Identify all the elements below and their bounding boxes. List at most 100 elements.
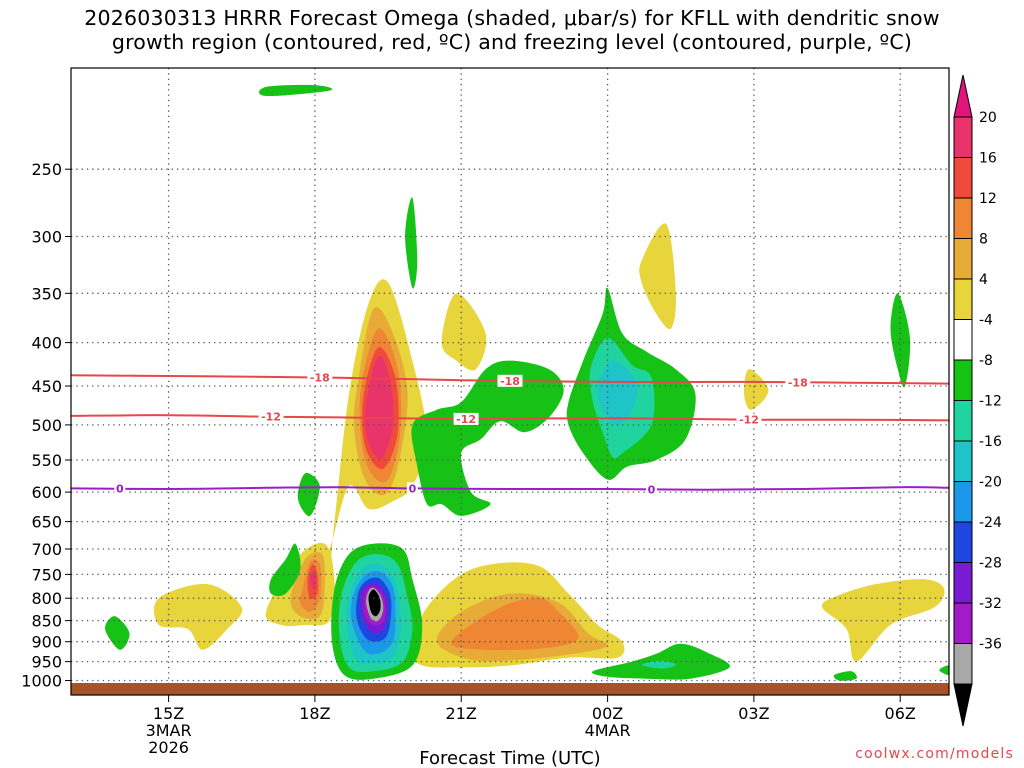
y-axis: 250 300 350 400 450 500 550 600 650 700 750 800 850 9… bbox=[21, 160, 71, 691]
y-tick-label-1000: 1000 bbox=[21, 672, 62, 691]
y-tick-label-550: 550 bbox=[31, 451, 62, 470]
plot-frame bbox=[70, 67, 950, 696]
colorbar-label-10: -24 bbox=[979, 515, 1002, 531]
omega-shading-layer bbox=[105, 84, 949, 681]
contour-label-bg bbox=[453, 412, 479, 425]
colorbar-segment-1 bbox=[953, 157, 973, 199]
colorbar-label-0: 20 bbox=[979, 110, 997, 126]
contour-label-0-2: -18 bbox=[788, 376, 808, 389]
contour-label-0-0: -18 bbox=[310, 372, 330, 385]
colorbar-label-3: 8 bbox=[979, 232, 988, 248]
contour-label-bg bbox=[497, 374, 523, 387]
omega-region-27-level--4 bbox=[890, 293, 911, 388]
x-tick-label-00Z: 00Z bbox=[592, 704, 623, 723]
contour-label-bg bbox=[258, 410, 284, 423]
x-axis-label: Forecast Time (UTC) bbox=[419, 748, 600, 768]
colorbar-bottom-arrow bbox=[953, 683, 973, 727]
contour-label-bg bbox=[785, 376, 811, 389]
omega-region-17-level-4 bbox=[821, 579, 945, 662]
contour-label-2-2: 0 bbox=[648, 483, 656, 496]
colorbar-label-11: -28 bbox=[979, 556, 1002, 572]
ground-bar bbox=[71, 683, 949, 695]
contour-label-bg bbox=[646, 483, 657, 496]
contour-label-1-2: -12 bbox=[739, 414, 759, 427]
colorbar-label-12: -32 bbox=[979, 596, 1002, 612]
omega-region-20-level--4 bbox=[297, 472, 320, 517]
omega-region-40-level--36 bbox=[368, 589, 381, 617]
colorbar: 20 16 12 8 4 -4 -8 -12 -16 -20 -24 -28 -32 -36 bbox=[953, 74, 1002, 727]
colorbar-label-9: -20 bbox=[979, 475, 1002, 491]
omega-region-31-level--4 bbox=[939, 665, 949, 676]
omega-region-4-level-20 bbox=[364, 355, 394, 459]
title-line-2: growth region (contoured, red, ºC) and f… bbox=[111, 30, 913, 54]
colorbar-label-4: 4 bbox=[979, 272, 988, 288]
colorbar-label-6: -8 bbox=[979, 353, 993, 369]
contour-0-line bbox=[71, 486, 949, 491]
y-tick-label-250: 250 bbox=[31, 160, 62, 179]
colorbar-top-arrow bbox=[953, 74, 973, 118]
x-tick-label-21Z: 21Z bbox=[446, 704, 477, 723]
y-tick-label-650: 650 bbox=[31, 513, 62, 532]
contour-layer: -18 -18 -18 -12 -12 -12 0 0 0 bbox=[71, 371, 949, 496]
omega-region-19-level--4 bbox=[105, 616, 130, 650]
y-tick-label-900: 900 bbox=[31, 633, 62, 652]
colorbar-segment-11 bbox=[953, 562, 973, 604]
colorbar-segment-3 bbox=[953, 238, 973, 280]
contour-label-bg bbox=[406, 482, 418, 495]
colorbar-label-7: -12 bbox=[979, 394, 1002, 410]
omega-region-22-level--4 bbox=[259, 84, 333, 97]
contour-label-bg bbox=[114, 482, 126, 495]
colorbar-segment-10 bbox=[953, 521, 973, 563]
contour-minus18-line bbox=[71, 374, 949, 385]
contour-label-1-1: -12 bbox=[456, 413, 476, 426]
colorbar-segment-5 bbox=[953, 319, 973, 361]
x-tick-label-18Z: 18Z bbox=[299, 704, 330, 723]
title-line-1: 2026030313 HRRR Forecast Omega (shaded, … bbox=[84, 6, 940, 30]
y-tick-label-750: 750 bbox=[31, 565, 62, 584]
colorbar-label-13: -36 bbox=[979, 637, 1002, 653]
omega-region-30-level--4 bbox=[833, 671, 857, 681]
omega-region-21-level--4 bbox=[405, 197, 418, 289]
y-tick-label-850: 850 bbox=[31, 612, 62, 631]
omega-region-14-level-4 bbox=[441, 293, 487, 371]
omega-region-29-level--8 bbox=[641, 660, 676, 669]
x-tick-label-06Z: 06Z bbox=[885, 704, 916, 723]
omega-region-16-level-4 bbox=[744, 369, 769, 410]
omega-region-13-level-12 bbox=[451, 598, 579, 651]
colorbar-segment-4 bbox=[953, 278, 973, 320]
contour-label-0-1: -18 bbox=[500, 375, 520, 388]
colorbar-label-5: -4 bbox=[979, 313, 993, 329]
contour-label-2-0: 0 bbox=[116, 483, 124, 496]
colorbar-segment-13 bbox=[953, 643, 973, 685]
y-tick-label-500: 500 bbox=[31, 416, 62, 435]
colorbar-label-1: 16 bbox=[979, 151, 997, 167]
y-tick-label-800: 800 bbox=[31, 589, 62, 608]
credit-link[interactable]: coolwx.com/models bbox=[855, 746, 1014, 762]
y-tick-label-350: 350 bbox=[31, 284, 62, 303]
omega-region-10-level-20 bbox=[309, 572, 316, 589]
omega-region-5-level-4 bbox=[153, 583, 243, 650]
omega-region-18-level--4 bbox=[269, 543, 301, 597]
contour-label-2-1: 0 bbox=[409, 482, 417, 495]
y-tick-label-300: 300 bbox=[31, 228, 62, 247]
chart-title: 2026030313 HRRR Forecast Omega (shaded, … bbox=[0, 6, 1024, 54]
omega-region-23-level--4 bbox=[411, 360, 564, 516]
y-tick-label-950: 950 bbox=[31, 653, 62, 672]
colorbar-segment-8 bbox=[953, 440, 973, 482]
colorbar-label-8: -16 bbox=[979, 434, 1002, 450]
colorbar-segment-2 bbox=[953, 197, 973, 239]
y-tick-label-450: 450 bbox=[31, 377, 62, 396]
contour-label-1-0: -12 bbox=[261, 411, 281, 424]
x-tick-date-15Z: 3MAR bbox=[146, 721, 192, 740]
contour-label-bg bbox=[736, 413, 762, 426]
colorbar-segment-6 bbox=[953, 359, 973, 401]
y-tick-label-400: 400 bbox=[31, 334, 62, 353]
y-tick-label-700: 700 bbox=[31, 540, 62, 559]
colorbar-label-2: 12 bbox=[979, 191, 997, 207]
colorbar-segment-7 bbox=[953, 400, 973, 442]
contour-label-bg bbox=[307, 371, 333, 384]
x-tick-label-03Z: 03Z bbox=[738, 704, 769, 723]
x-tick-year-15Z: 2026 bbox=[148, 738, 189, 757]
